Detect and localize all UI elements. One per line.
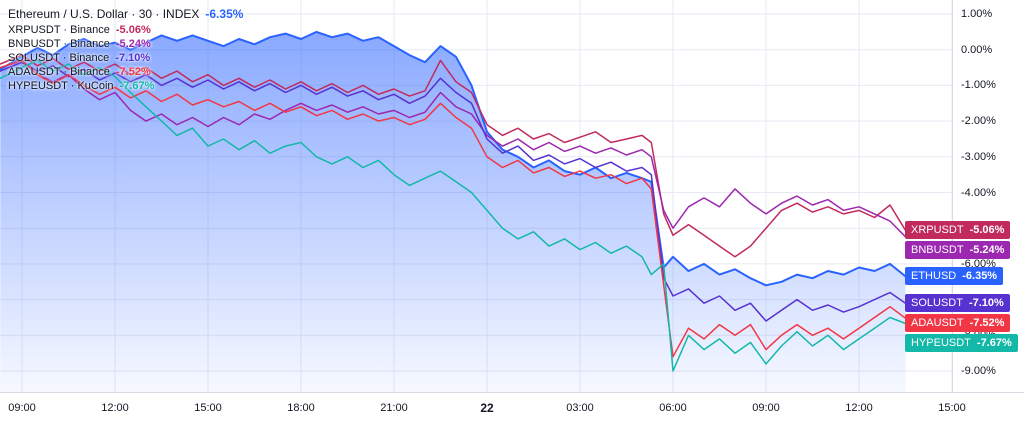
series-line-hypeusdt bbox=[0, 59, 907, 372]
legend-change-adausdt: -7.52% bbox=[115, 66, 151, 78]
series-line-bnbusdt bbox=[0, 59, 907, 238]
price-label-change: -5.06% bbox=[969, 224, 1005, 237]
time-tick-label: 21:00 bbox=[380, 402, 408, 414]
price-tick-label: -2.00% bbox=[961, 115, 996, 128]
legend-change-hypeusdt: -7.67% bbox=[119, 80, 155, 92]
chart-legend: Ethereum / U.S. Dollar · 30 · INDEX -6.3… bbox=[8, 6, 243, 93]
price-label-symbol: XRPUSDT bbox=[911, 224, 964, 237]
price-label-change: -6.35% bbox=[962, 270, 998, 283]
legend-change-solusdt: -7.10% bbox=[115, 52, 151, 64]
price-label-xrpusdt[interactable]: XRPUSDT -5.06% bbox=[905, 221, 1011, 240]
legend-row-solusdt[interactable]: SOLUSDT · Binance -7.10% bbox=[8, 51, 243, 65]
legend-title-xrpusdt: XRPUSDT · Binance bbox=[8, 24, 110, 36]
price-label-symbol: ETHUSD bbox=[911, 270, 957, 283]
series-line-adausdt bbox=[0, 59, 907, 358]
price-tick-label: -3.00% bbox=[961, 150, 996, 163]
price-label-symbol: HYPEUSDT bbox=[911, 337, 971, 350]
price-label-change: -5.24% bbox=[969, 244, 1005, 257]
price-tick-label: -9.00% bbox=[961, 365, 996, 377]
time-tick-label: 09:00 bbox=[8, 402, 36, 414]
series-line-ethusd bbox=[0, 30, 907, 287]
time-tick-label: 15:00 bbox=[194, 402, 222, 414]
price-label-change: -7.10% bbox=[968, 297, 1004, 310]
series-line-xrpusdt bbox=[0, 54, 907, 258]
legend-title-ethusd: Ethereum / U.S. Dollar · 30 · INDEX bbox=[8, 7, 200, 21]
eth-area-fill bbox=[0, 31, 906, 393]
time-tick-label: 03:00 bbox=[566, 402, 594, 414]
price-tick-label: -6.00% bbox=[961, 257, 996, 270]
price-tick-label: 1.00% bbox=[961, 8, 993, 20]
legend-change-xrpusdt: -5.06% bbox=[115, 24, 151, 36]
legend-row-bnbusdt[interactable]: BNBUSDT · Binance -5.24% bbox=[8, 37, 243, 51]
price-tick-label: 0.00% bbox=[961, 43, 993, 56]
price-label-symbol: SOLUSDT bbox=[911, 297, 963, 310]
price-label-symbol: ADAUSDT bbox=[911, 317, 964, 330]
price-label-bnbusdt[interactable]: BNBUSDT -5.24% bbox=[905, 241, 1011, 260]
time-tick-label: 12:00 bbox=[845, 402, 873, 414]
price-label-change: -7.52% bbox=[969, 317, 1005, 330]
legend-row-adausdt[interactable]: ADAUSDT · Binance -7.52% bbox=[8, 65, 243, 79]
price-label-change: -7.67% bbox=[976, 337, 1012, 350]
legend-title-bnbusdt: BNBUSDT · Binance bbox=[8, 38, 110, 50]
legend-title-hypeusdt: HYPEUSDT · KuCoin bbox=[8, 80, 114, 92]
price-label-solusdt[interactable]: SOLUSDT -7.10% bbox=[905, 294, 1010, 313]
price-tick-label: -4.00% bbox=[961, 186, 996, 199]
price-label-ethusd[interactable]: ETHUSD -6.35% bbox=[905, 267, 1004, 286]
price-tick-label: -1.00% bbox=[961, 79, 996, 92]
legend-change-bnbusdt: -5.24% bbox=[115, 38, 151, 50]
legend-row-hypeusdt[interactable]: HYPEUSDT · KuCoin -7.67% bbox=[8, 79, 243, 93]
time-tick-label: 22 bbox=[480, 401, 494, 415]
time-tick-label: 15:00 bbox=[938, 402, 966, 414]
price-label-adausdt[interactable]: ADAUSDT -7.52% bbox=[905, 314, 1011, 333]
legend-title-adausdt: ADAUSDT · Binance bbox=[8, 66, 110, 78]
time-tick-label: 12:00 bbox=[101, 402, 129, 414]
series-line-solusdt bbox=[0, 61, 907, 322]
time-tick-label: 18:00 bbox=[287, 402, 315, 414]
legend-row-xrpusdt[interactable]: XRPUSDT · Binance -5.06% bbox=[8, 23, 243, 37]
time-axis[interactable]: 09:00 12:00 15:00 18:00 21:00 22 03:00 06:00 09:… bbox=[0, 392, 1024, 426]
time-tick-label: 06:00 bbox=[659, 402, 687, 414]
price-label-symbol: BNBUSDT bbox=[911, 244, 964, 257]
legend-row-ethusd[interactable]: Ethereum / U.S. Dollar · 30 · INDEX -6.3… bbox=[8, 6, 243, 23]
legend-change-ethusd: -6.35% bbox=[205, 7, 244, 21]
price-label-hypeusdt[interactable]: HYPEUSDT -7.67% bbox=[905, 334, 1018, 353]
time-tick-label: 09:00 bbox=[752, 402, 780, 414]
legend-title-solusdt: SOLUSDT · Binance bbox=[8, 52, 110, 64]
